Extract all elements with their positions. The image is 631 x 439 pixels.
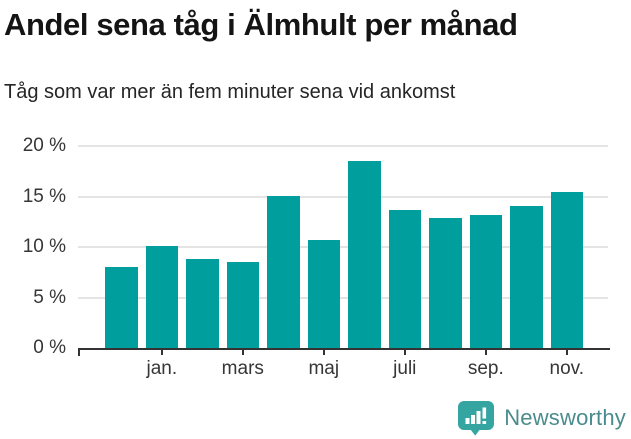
bar-11: [510, 205, 543, 348]
x-tick-label-juli: juli: [393, 358, 417, 379]
logo-mini-bars: [465, 407, 487, 424]
bar-10: [469, 214, 502, 348]
x-tick-label-sep: sep.: [467, 358, 504, 379]
x-tick-sep: [484, 348, 487, 355]
gridline-15: [78, 195, 608, 198]
x-tick-maj: [322, 348, 325, 355]
brand-footer: Newsworthy: [457, 400, 626, 436]
x-tick-label-jan: jan.: [146, 358, 178, 379]
bar-8: [388, 209, 421, 348]
x-tick-juli: [403, 348, 406, 355]
y-tick-label-5: 5 %: [33, 286, 66, 308]
bar-5: [267, 195, 300, 348]
x-tick-label-nov: nov.: [549, 358, 585, 379]
x-tick-jan: [160, 348, 163, 355]
y-tick-label-0: 0 %: [33, 337, 66, 358]
chart-subtitle: Tåg som var mer än fem minuter sena vid …: [4, 81, 456, 103]
gridline-20: [78, 145, 608, 147]
y-tick-label-15: 15 %: [22, 185, 66, 207]
bar-6: [307, 239, 340, 348]
bars: [78, 146, 610, 348]
bar-7: [348, 161, 381, 348]
gridline-10: [78, 246, 608, 248]
x-tick-nov: [565, 348, 568, 355]
y-tick-label-10: 10 %: [22, 236, 66, 257]
plot-area: [78, 145, 610, 356]
x-tick-mars: [241, 348, 244, 355]
x-tick-label-maj: maj: [308, 358, 340, 379]
bar-9: [429, 217, 462, 348]
newsworthy-logo-icon: [458, 401, 495, 436]
bar-2: [145, 246, 178, 348]
bar-1: [105, 267, 138, 348]
gridline-5: [78, 296, 608, 299]
bar-3: [186, 259, 219, 348]
bar-12: [550, 191, 583, 348]
x-axis-start-tick: [78, 348, 80, 356]
chart-title: Andel sena tåg i Älmhult per månad: [4, 7, 518, 42]
brand-name: Newsworthy: [504, 405, 626, 430]
x-tick-label-mars: mars: [221, 358, 264, 379]
bar-4: [226, 262, 259, 348]
x-axis-line: [78, 348, 610, 350]
y-tick-label-20: 20 %: [22, 135, 66, 156]
